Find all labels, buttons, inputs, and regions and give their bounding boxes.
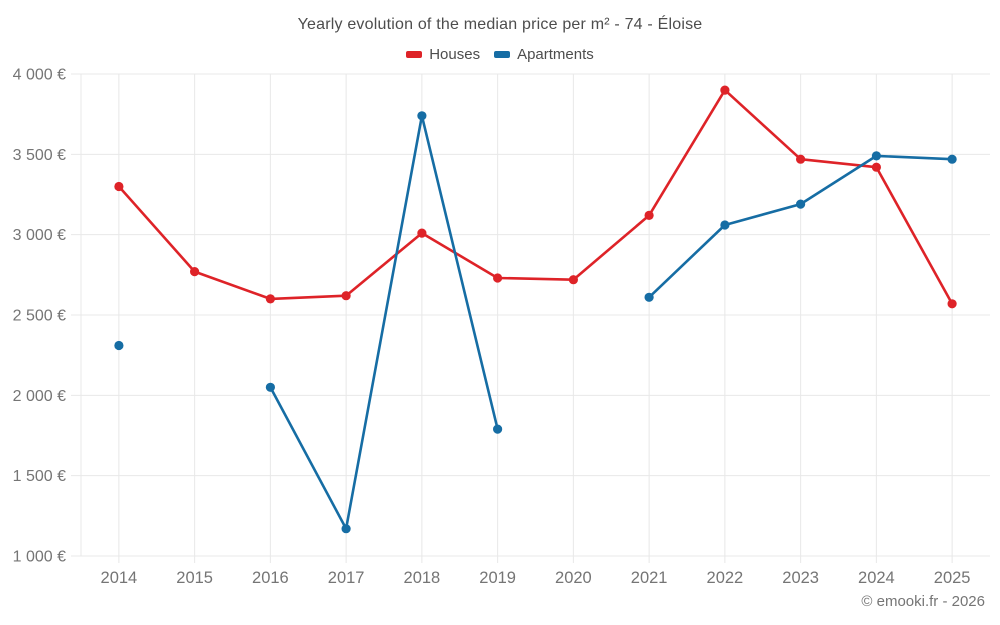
apartments-point-2014[interactable]	[114, 340, 124, 351]
apartments-point-2021[interactable]	[644, 292, 654, 302]
houses-point-2014[interactable]	[114, 181, 124, 192]
x-tick-label: 2015	[176, 569, 213, 587]
houses-point-2019[interactable]	[493, 273, 503, 283]
gridlines	[71, 73, 990, 563]
legend-item-apartments[interactable]: Apartments	[494, 46, 594, 63]
houses-point-2023[interactable]	[796, 154, 806, 164]
y-tick-label: 2 500 €	[13, 308, 66, 325]
y-tick-label: 3 000 €	[13, 227, 66, 244]
y-axis-labels: 1 000 € 1 500 € 2 000 € 2 500 € 3 000 € 3 500…	[13, 67, 66, 566]
houses-point-2016[interactable]	[265, 294, 275, 304]
chart-legend: Houses Apartments	[0, 46, 1000, 63]
houses-line	[117, 88, 954, 306]
houses-point-2025[interactable]	[947, 299, 957, 309]
houses-legend-swatch-icon	[406, 51, 423, 58]
y-tick-label: 4 000 €	[13, 67, 66, 84]
x-tick-label: 2021	[631, 569, 668, 587]
x-tick-label: 2022	[707, 569, 744, 587]
houses-point-2015[interactable]	[190, 267, 200, 277]
x-tick-label: 2018	[404, 569, 441, 587]
series-houses	[114, 85, 957, 309]
houses-point-2020[interactable]	[568, 275, 579, 285]
legend-label-apartments: Apartments	[517, 46, 594, 63]
apartments-point-2023[interactable]	[796, 199, 806, 209]
y-tick-label: 1 500 €	[13, 468, 66, 485]
x-tick-label: 2023	[782, 569, 819, 587]
y-tick-label: 1 000 €	[13, 549, 66, 566]
x-tick-label: 2019	[479, 569, 516, 587]
apartments-point-2024[interactable]	[871, 151, 882, 161]
houses-point-2018[interactable]	[417, 228, 427, 238]
apartments-line	[269, 114, 954, 530]
x-axis-labels: 2014 2015 2016 2017 2018 2019 2020 2021 2022 2023…	[101, 569, 971, 587]
apartments-legend-swatch-icon	[494, 51, 511, 58]
chart-title: Yearly evolution of the median price per…	[297, 16, 703, 33]
houses-point-2024[interactable]	[871, 162, 882, 172]
houses-point-2017[interactable]	[341, 291, 351, 301]
apartments-point-2019[interactable]	[493, 424, 503, 434]
attribution: © emooki.fr - 2026	[861, 593, 985, 610]
apartments-point-2018[interactable]	[417, 111, 427, 121]
y-tick-label: 3 500 €	[13, 147, 66, 164]
x-tick-label: 2014	[101, 569, 138, 587]
legend-item-houses[interactable]: Houses	[406, 46, 480, 63]
y-tick-label: 2 000 €	[13, 388, 66, 405]
legend-label-houses: Houses	[429, 46, 481, 63]
x-tick-label: 2017	[328, 569, 365, 587]
houses-point-2021[interactable]	[644, 210, 654, 220]
apartments-point-2022[interactable]	[720, 220, 730, 230]
apartments-point-2017[interactable]	[341, 524, 351, 534]
x-tick-label: 2025	[934, 569, 971, 587]
x-tick-label: 2020	[555, 569, 592, 587]
houses-point-2022[interactable]	[720, 85, 730, 95]
apartments-point-2025[interactable]	[947, 154, 957, 164]
x-tick-label: 2024	[858, 569, 895, 587]
x-tick-label: 2016	[252, 569, 289, 587]
apartments-point-2016[interactable]	[265, 382, 275, 392]
series-apartments	[114, 111, 957, 534]
